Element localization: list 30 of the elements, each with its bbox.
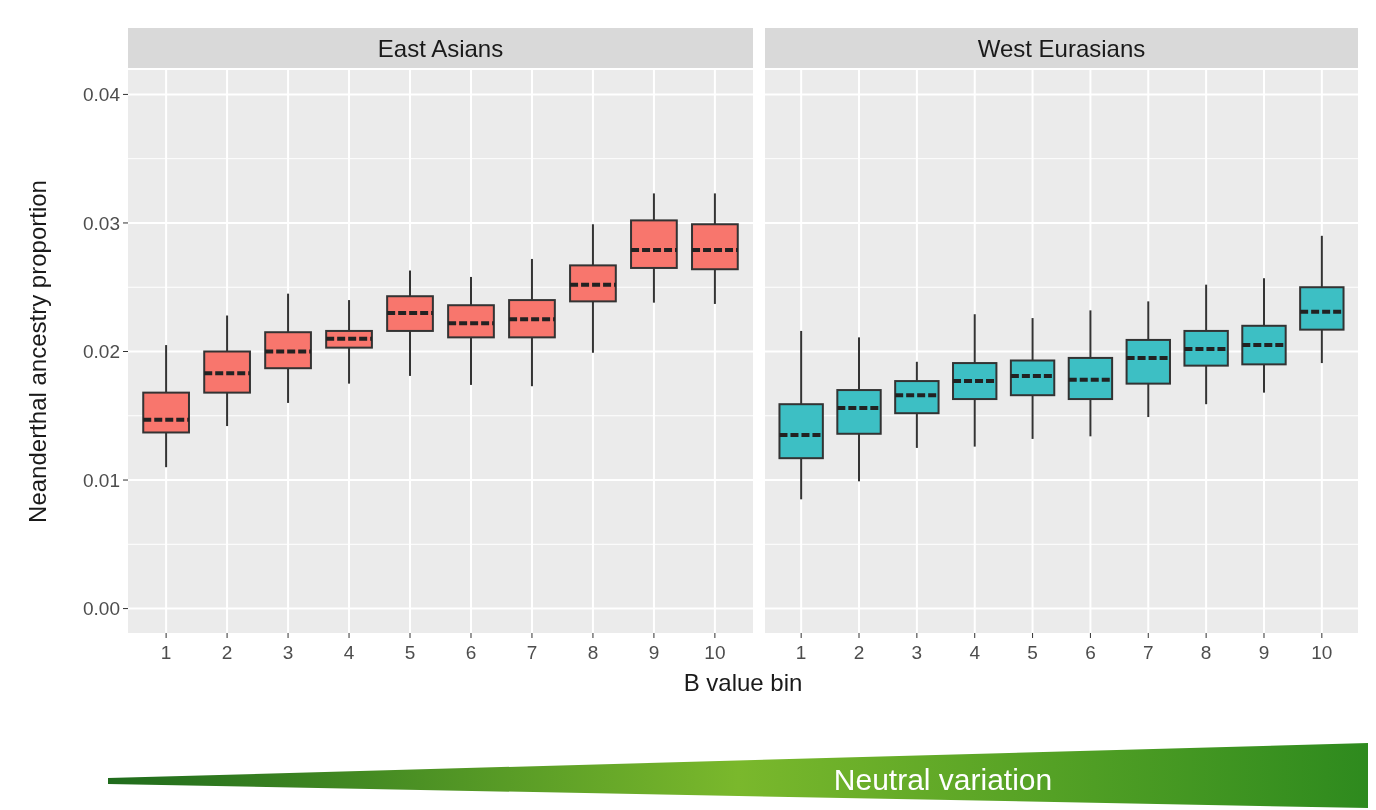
- x-axis-title: B value bin: [683, 669, 803, 696]
- x-tick-label: 3: [911, 642, 923, 663]
- chart-title: East Asians: [377, 35, 504, 62]
- y-axis-title: Neanderthal ancestry proportion: [24, 180, 51, 523]
- x-tick-label: 1: [795, 642, 807, 663]
- x-tick-label: 10: [1311, 642, 1333, 663]
- y-tick-label: 0.02: [83, 341, 120, 363]
- x-tick-label: 7: [1142, 642, 1154, 663]
- x-tick-label: 1: [160, 642, 172, 663]
- y-tick-label: 0.01: [83, 469, 120, 491]
- x-tick-label: 5: [404, 642, 416, 663]
- x-tick-label: 6: [1085, 642, 1096, 663]
- x-tick-label: 6: [465, 642, 477, 663]
- y-tick-label: 0.04: [83, 84, 121, 106]
- y-tick-label: 0.03: [83, 212, 120, 234]
- x-tick-label: 4: [969, 642, 981, 663]
- x-tick-label: 2: [221, 642, 233, 663]
- x-tick-label: 10: [704, 642, 726, 663]
- x-tick-label: 4: [343, 642, 355, 663]
- text: Neutral variation: [833, 763, 1053, 796]
- x-tick-label: 2: [853, 642, 865, 663]
- x-tick-label: 8: [587, 642, 599, 663]
- chart-title: West Eurasians: [977, 35, 1146, 62]
- x-tick-label: 9: [1258, 642, 1270, 663]
- x-tick-label: 5: [1027, 642, 1038, 663]
- x-tick-label: 3: [282, 642, 294, 663]
- y-tick-label: 0.00: [83, 598, 120, 620]
- x-tick-label: 7: [526, 642, 538, 663]
- x-tick-label: 9: [648, 642, 660, 663]
- x-tick-label: 8: [1200, 642, 1212, 663]
